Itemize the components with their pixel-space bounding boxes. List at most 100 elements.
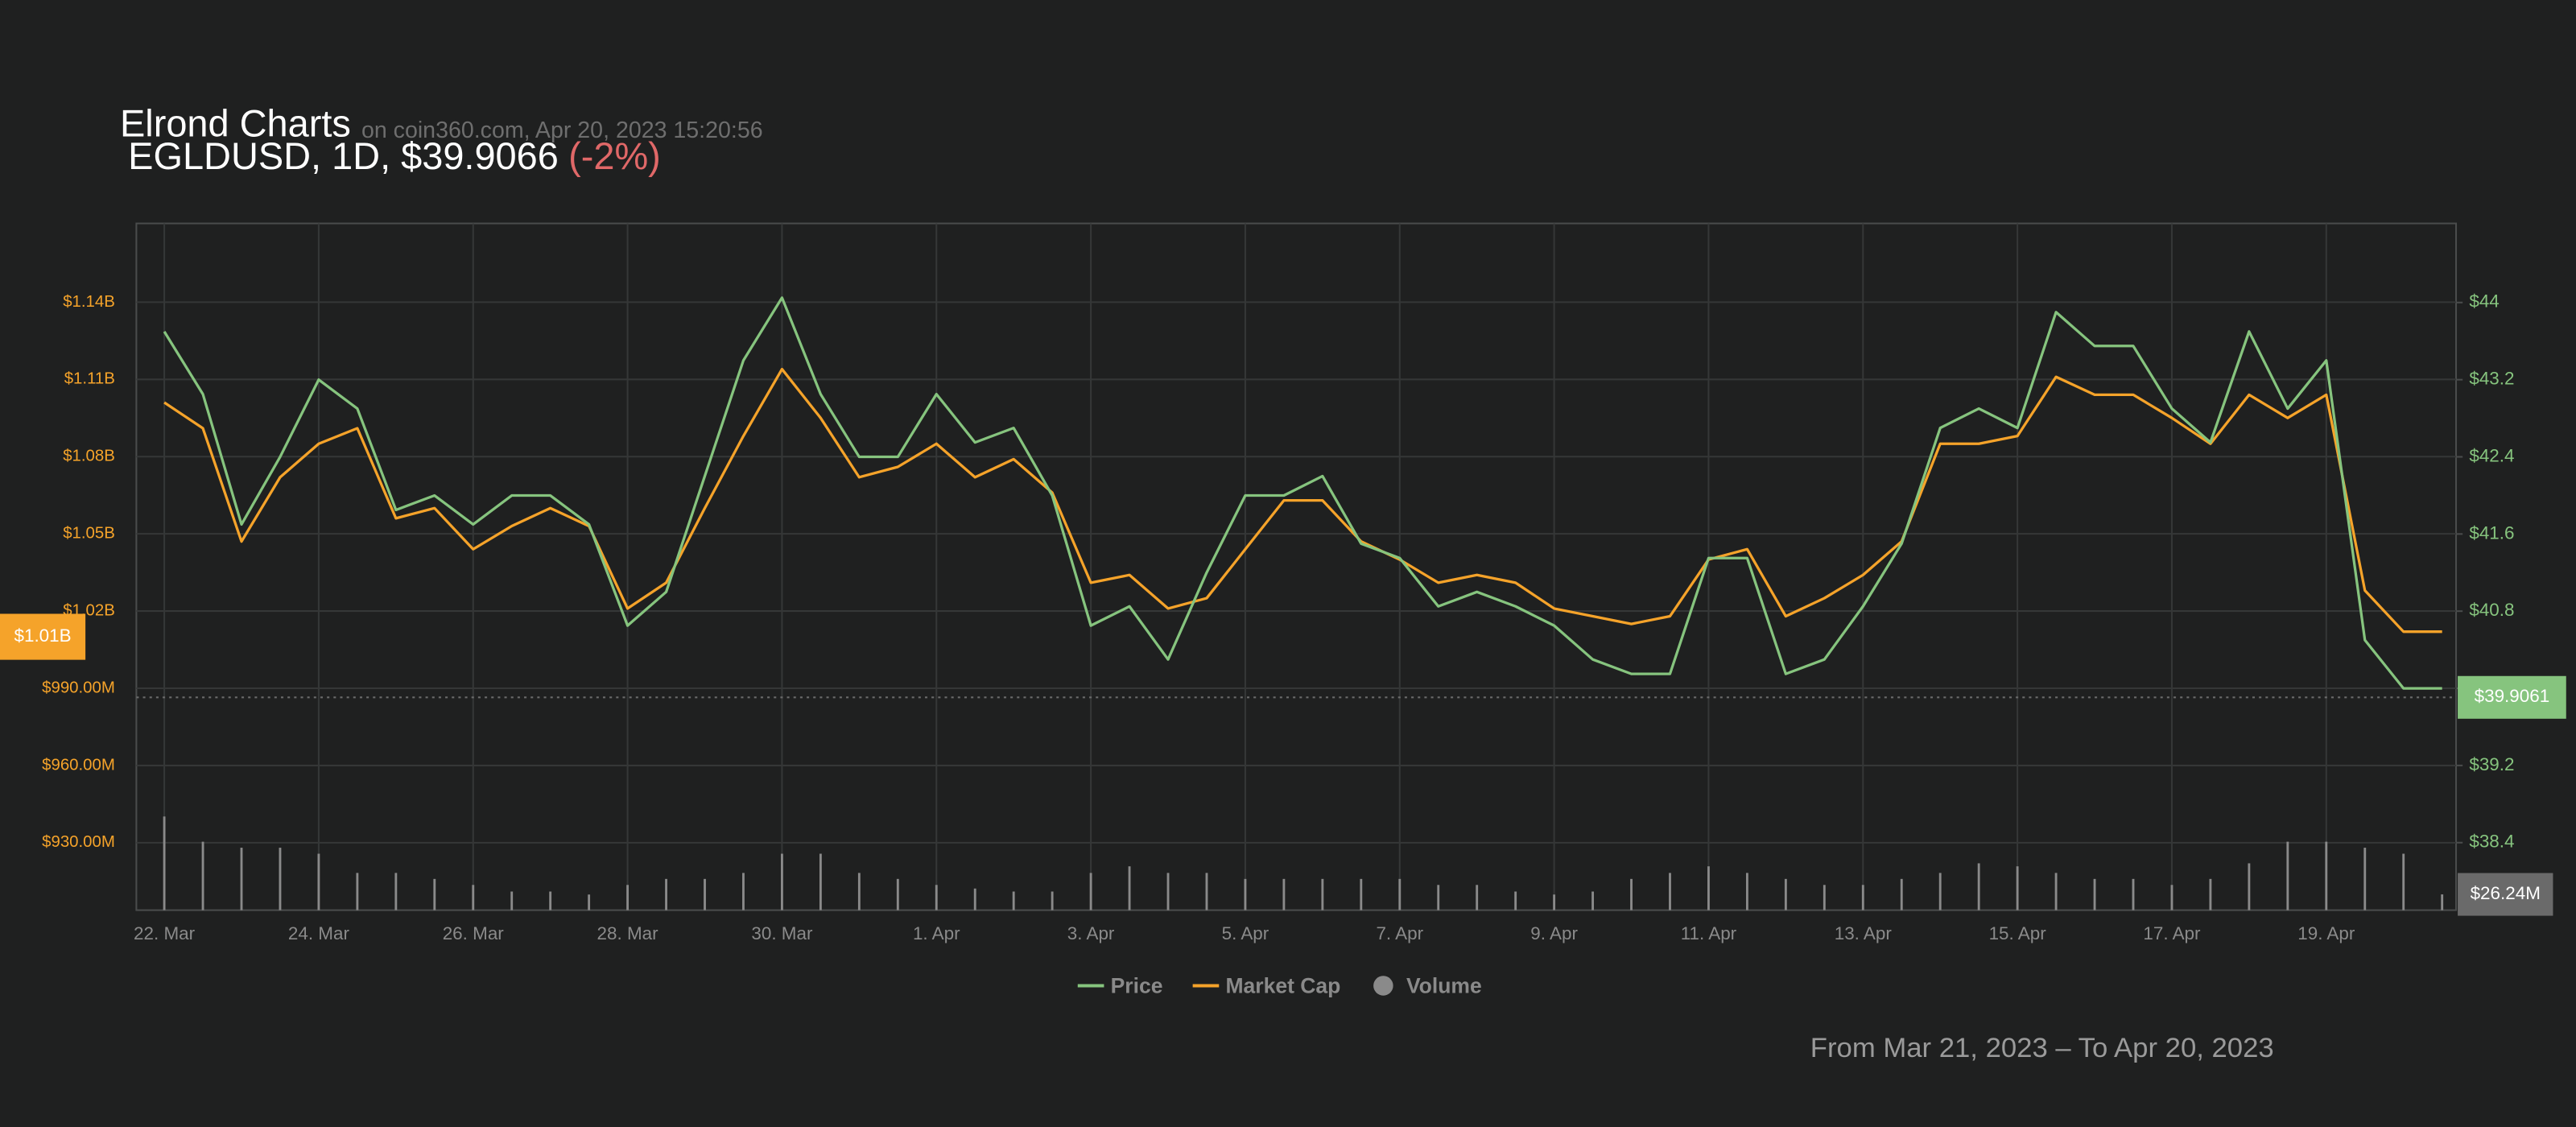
volume-bar [240,848,243,910]
y2-tick-label: $40.8 [2469,600,2514,620]
chart-title: Elrond Charts [120,103,351,145]
volume-bar [1553,894,1556,910]
volume-bar [1128,866,1131,910]
volume-bar [2441,894,2444,910]
volume-bar [1089,873,1092,910]
volume-bar [1861,885,1864,910]
volume-bar [279,848,282,910]
volume-bar [1977,863,1980,910]
y-tick-label: $1.08B [63,448,115,465]
y2-tick-label: $38.4 [2469,832,2514,852]
volume-bar [510,891,514,910]
volume-bar [1900,878,1903,910]
volume-bar [1321,878,1324,910]
y-tick-label: $1.05B [63,525,115,543]
legend-symbol [1373,976,1393,996]
volume-bar [665,878,667,910]
volume-bar [2016,866,2019,910]
y2-tick-label: $44 [2469,291,2499,312]
x-tick-label: 1. Apr [913,923,960,943]
volume-bar [1051,891,1054,910]
volume-bar [394,873,398,910]
y2-tick-label: $43.2 [2469,369,2514,389]
x-tick-label: 7. Apr [1376,923,1423,943]
volume-bar [1476,885,1479,910]
x-tick-label: 11. Apr [1681,923,1737,943]
x-tick-label: 5. Apr [1222,923,1269,943]
y-tick-label: $990.00M [42,679,115,696]
price-marker [2458,675,2566,719]
volume-bar [163,816,166,910]
volume-bar [2054,873,2058,910]
volume-marker [2458,873,2553,916]
date-range: From Mar 21, 2023 – To Apr 20, 2023 [1810,1033,2274,1063]
volume-bar [2402,853,2405,910]
change: (-2%) [568,135,661,177]
y-tick-label: $1.11B [64,370,115,388]
y2-tick-label: $42.4 [2469,445,2514,465]
series-line [163,296,2442,690]
volume-marker-label: $26.24M [2471,883,2541,903]
legend-label: Price [1111,974,1163,998]
volume-bar [2325,841,2328,910]
y-tick-label: $930.00M [42,833,115,851]
volume-bar [1630,878,1633,910]
marketcap-marker [0,613,86,660]
headline-text: EGLDUSD, 1D, $39.9066 [128,135,559,177]
x-tick-label: 15. Apr [1989,923,2047,943]
legend-label: Volume [1406,974,1482,998]
volume-bar [704,878,706,910]
y2-tick-label: $39.2 [2469,754,2514,774]
y-tick-label: $1.14B [63,293,115,311]
x-tick-label: 17. Apr [2143,923,2201,943]
volume-bar [1707,866,1710,910]
volume-bar [781,853,783,910]
volume-bar [742,873,745,910]
volume-bar [626,885,630,910]
y-tick-label: $960.00M [42,756,115,774]
volume-bar [1745,873,1748,910]
volume-bar [1514,891,1517,910]
volume-bar [1784,878,1787,910]
volume-bar [1012,891,1015,910]
volume-bar [1938,873,1942,910]
volume-bar [973,888,976,910]
volume-bar [1669,873,1671,910]
volume-bar [433,878,436,910]
volume-bar [356,873,359,910]
volume-bar [819,853,822,910]
volume-bar [1398,878,1402,910]
volume-bar [1282,878,1286,910]
plot-frame [135,222,2458,911]
volume-bar [201,841,204,910]
volume-bar [2286,841,2289,910]
volume-bar [1205,873,1208,910]
price-marker-label: $39.9061 [2475,686,2550,706]
x-tick-label: 30. Mar [751,923,813,943]
volume-bar [2248,863,2251,910]
volume-bar [1437,885,1440,910]
series-line [163,367,2442,634]
x-tick-label: 22. Mar [134,923,196,943]
volume-bar [1166,873,1170,910]
volume-bar [472,885,475,910]
x-tick-label: 26. Mar [443,923,505,943]
marketcap-marker-label: $1.01B [14,625,71,646]
volume-bar [2132,878,2135,910]
x-tick-label: 28. Mar [597,923,659,943]
volume-bar [549,891,552,910]
x-tick-label: 19. Apr [2297,923,2355,943]
volume-bar [1591,891,1594,910]
chart-subtitle: on coin360.com, Apr 20, 2023 15:20:56 [361,118,763,143]
volume-bar [2209,878,2212,910]
volume-bar [896,878,899,910]
volume-bar [317,853,320,910]
volume-bar [588,894,591,910]
volume-bar [935,885,938,910]
legend-label: Market Cap [1225,974,1340,998]
volume-bar [857,873,861,910]
volume-bar [1360,878,1363,910]
headline: EGLDUSD, 1D, $39.9066 (-2%) [128,135,661,177]
